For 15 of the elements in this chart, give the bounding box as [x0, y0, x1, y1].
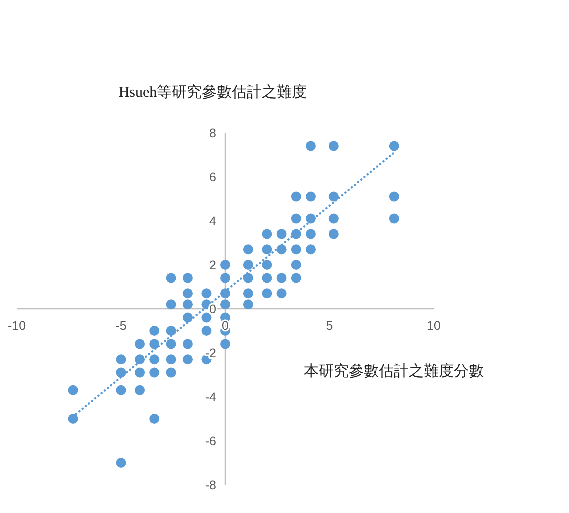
y-tick-label: -4	[205, 390, 217, 404]
y-tick-label: -8	[205, 478, 217, 492]
chart-title: Hsueh等研究參數估計之難度	[118, 84, 308, 101]
y-tick-label: 0	[210, 302, 217, 316]
y-tick-label: 6	[210, 170, 217, 184]
x-tick-label: -10	[8, 319, 26, 333]
y-tick-label: 8	[210, 126, 217, 140]
x-axis-title: 本研究參數估計之難度分數	[304, 363, 484, 380]
y-tick-label: -2	[205, 346, 217, 360]
x-tick-label: -5	[116, 319, 127, 333]
x-tick-label: 5	[326, 319, 334, 333]
y-tick-label: 2	[210, 258, 217, 272]
y-tick-label: -6	[205, 434, 217, 448]
x-tick-label: 10	[427, 319, 441, 333]
y-tick-label: 4	[210, 214, 217, 228]
